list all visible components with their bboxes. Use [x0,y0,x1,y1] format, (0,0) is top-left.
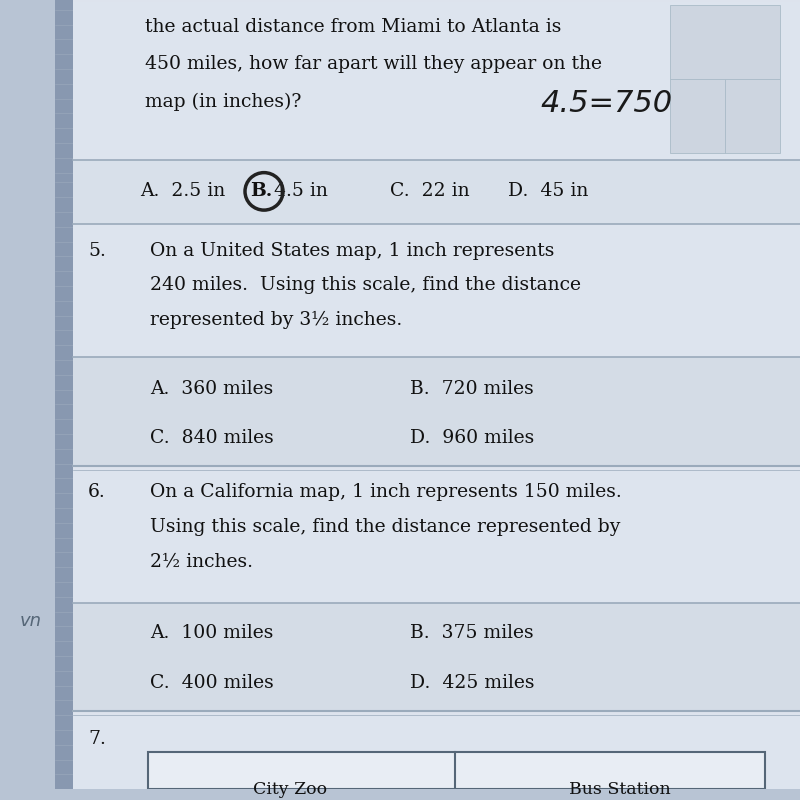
Text: D.  45 in: D. 45 in [508,182,588,201]
Text: On a California map, 1 inch represents 150 miles.: On a California map, 1 inch represents 1… [150,483,622,502]
Text: Bus Station: Bus Station [569,782,671,798]
FancyBboxPatch shape [55,0,73,789]
Text: C.  840 miles: C. 840 miles [150,429,274,447]
FancyBboxPatch shape [55,0,800,789]
FancyBboxPatch shape [73,470,800,602]
FancyBboxPatch shape [73,224,800,357]
FancyBboxPatch shape [670,5,780,79]
FancyBboxPatch shape [73,2,800,160]
Text: A.  100 miles: A. 100 miles [150,625,274,642]
Text: A.  2.5 in: A. 2.5 in [140,182,226,201]
Text: map (in inches)?: map (in inches)? [145,93,302,111]
Text: 7.: 7. [88,730,106,748]
FancyBboxPatch shape [73,602,800,711]
Text: represented by 3½ inches.: represented by 3½ inches. [150,310,402,329]
Text: Using this scale, find the distance represented by: Using this scale, find the distance repr… [150,518,620,536]
Text: the actual distance from Miami to Atlanta is: the actual distance from Miami to Atlant… [145,18,562,36]
FancyBboxPatch shape [670,79,725,153]
Text: vn: vn [20,611,42,630]
Text: On a United States map, 1 inch represents: On a United States map, 1 inch represent… [150,242,554,260]
Text: 2½ inches.: 2½ inches. [150,553,253,570]
FancyBboxPatch shape [73,715,800,789]
Text: C.  400 miles: C. 400 miles [150,674,274,692]
Text: B.  720 miles: B. 720 miles [410,380,534,398]
Text: 5.: 5. [88,242,106,260]
Text: D.  960 miles: D. 960 miles [410,429,534,447]
FancyBboxPatch shape [725,79,780,153]
Text: 4.5=750: 4.5=750 [540,89,672,118]
Text: City Zoo: City Zoo [253,782,327,798]
Text: 4.5 in: 4.5 in [274,182,328,201]
Text: 450 miles, how far apart will they appear on the: 450 miles, how far apart will they appea… [145,55,602,74]
FancyBboxPatch shape [148,752,765,789]
FancyBboxPatch shape [73,357,800,466]
Text: B.  375 miles: B. 375 miles [410,625,534,642]
Text: 6.: 6. [88,483,106,502]
Text: C.  22 in: C. 22 in [390,182,470,201]
Text: D.  425 miles: D. 425 miles [410,674,534,692]
Text: A.  360 miles: A. 360 miles [150,380,274,398]
Text: 240 miles.  Using this scale, find the distance: 240 miles. Using this scale, find the di… [150,276,581,294]
Text: B.: B. [250,182,272,201]
FancyBboxPatch shape [73,160,800,224]
